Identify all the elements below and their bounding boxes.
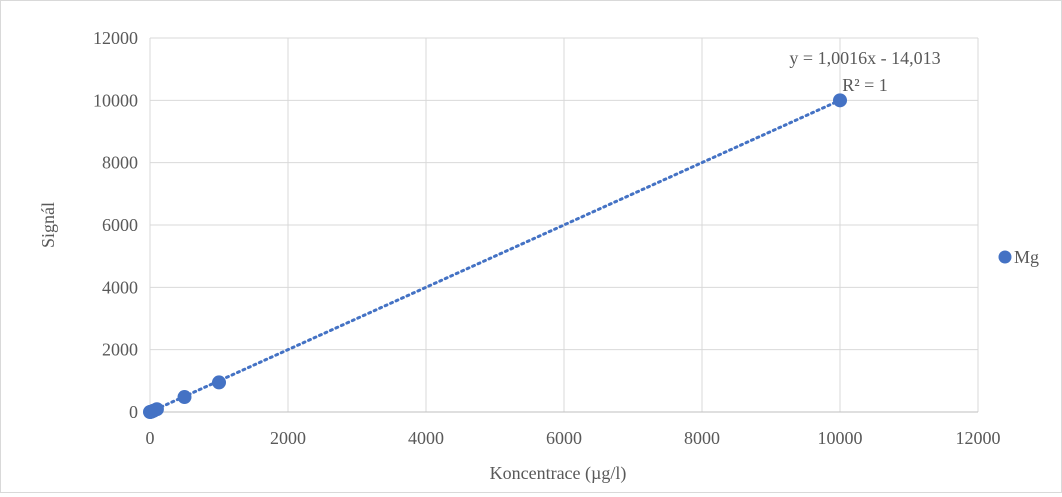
grid-lines (149, 37, 979, 413)
legend-marker-mg (998, 250, 1012, 264)
x-tick-label: 12000 (956, 428, 1001, 448)
x-tick-label: 0 (146, 428, 155, 448)
data-point-mg (177, 390, 192, 405)
x-tick-label: 2000 (270, 428, 306, 448)
data-points (143, 93, 847, 419)
legend-label-mg: Mg (1014, 247, 1039, 267)
y-tick-label: 2000 (102, 340, 138, 360)
data-point-mg (833, 93, 847, 108)
annotations: y = 1,0016x - 14,013 R² = 1 Koncentrace … (38, 48, 941, 484)
legend: Mg (998, 247, 1039, 267)
trendline-group (148, 98, 842, 414)
x-axis-title: Koncentrace (µg/l) (490, 463, 627, 484)
y-tick-label: 6000 (102, 215, 138, 235)
data-point-mg (149, 402, 164, 417)
y-tick-label: 0 (129, 402, 138, 422)
y-axis-title: Signál (38, 202, 58, 248)
data-point-mg (212, 375, 226, 390)
y-tick-label: 4000 (102, 277, 138, 297)
x-tick-label: 4000 (408, 428, 444, 448)
y-tick-label: 12000 (93, 28, 138, 48)
x-tick-label: 8000 (684, 428, 720, 448)
y-tick-label: 8000 (102, 153, 138, 173)
trendline-r2: R² = 1 (842, 75, 888, 95)
trendline (148, 98, 842, 414)
tick-labels: 0 2000 4000 6000 8000 10000 12000 0 2000 4000 6000… (93, 28, 1001, 448)
x-tick-label: 10000 (818, 428, 863, 448)
trendline-equation: y = 1,0016x - 14,013 (789, 48, 940, 68)
y-tick-label: 10000 (93, 90, 138, 110)
x-tick-label: 6000 (546, 428, 582, 448)
